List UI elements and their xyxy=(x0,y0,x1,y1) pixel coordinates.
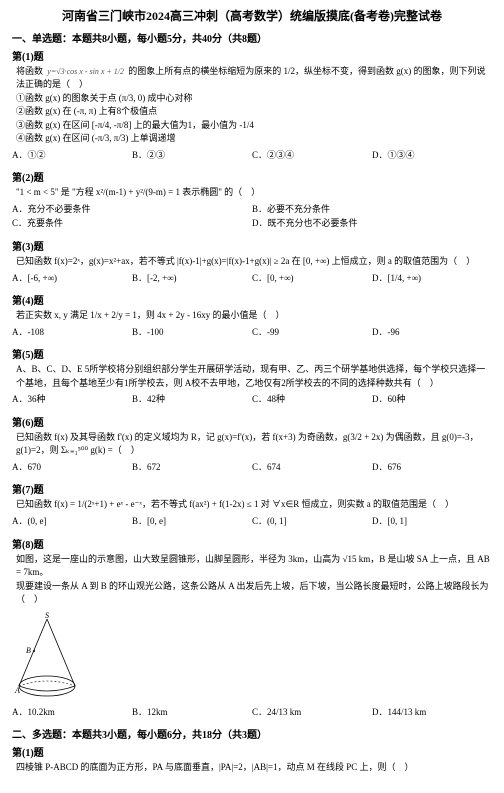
question-1: 第(1)题 将函数 y=√3·cos x - sin x + 1/2 的图象上所… xyxy=(12,51,492,163)
q4-label: 第(4)题 xyxy=(12,295,492,309)
q3-label: 第(3)题 xyxy=(12,241,492,255)
q8-stem-pre: 如图，这是一座山的示意图，山大致呈圆锥形，山脚呈圆形，半径为 3km，山高为 √… xyxy=(16,553,492,580)
q1-opt-c: C．②③④ xyxy=(252,148,372,163)
q6-label: 第(6)题 xyxy=(12,417,492,431)
q8-opt-d: D．144/13 km xyxy=(372,705,492,720)
q1-opt-a: A．①② xyxy=(12,148,132,163)
q5-opt-d: D．60种 xyxy=(372,392,492,407)
question-6: 第(6)题 已知函数 f(x) 及其导函数 f'(x) 的定义域均为 R，记 g… xyxy=(12,417,492,475)
svg-text:A: A xyxy=(14,686,20,695)
section2-header: 二、多选题：本题共3小题，每小题6分，共18分（共3题） xyxy=(12,729,492,743)
q7-stem: 已知函数 f(x) = 1/(2ˣ+1) + eˣ - e⁻ˣ，若不等式 f(a… xyxy=(12,498,492,512)
q8-opt-b: B．12km xyxy=(132,705,252,720)
q1-label: 第(1)题 xyxy=(12,51,492,65)
q2-stem: "1 < m < 5" 是 "方程 x²/(m-1) + y²/(9-m) = … xyxy=(12,186,492,200)
q7-opt-b: B．[0, e] xyxy=(132,514,252,529)
question-8: 第(8)题 如图，这是一座山的示意图，山大致呈圆锥形，山脚呈圆形，半径为 3km… xyxy=(12,539,492,720)
s2q1-stem: 四棱锥 P-ABCD 的底面为正方形，PA 与底面垂直，|PA|=2，|AB|=… xyxy=(12,761,492,775)
question-s2-1: 第(1)题 四棱锥 P-ABCD 的底面为正方形，PA 与底面垂直，|PA|=2… xyxy=(12,747,492,775)
q6-opt-c: C．674 xyxy=(252,460,372,475)
q3-opt-d: D．[1/4, +∞) xyxy=(372,271,492,286)
q2-opt-a: A．充分不必要条件 xyxy=(12,202,252,217)
q8-opt-c: C．24/13 km xyxy=(252,705,372,720)
q3-opt-a: A．[-6, +∞) xyxy=(12,271,132,286)
q1-choice3: ③函数 g(x) 在区间 [-π/4, -π/8] 上的最大值为1，最小值为 -… xyxy=(16,119,492,133)
q1-opt-b: B．②③ xyxy=(132,148,252,163)
q6-stem-pre: 已知函数 f(x) 及其导函数 f'(x) 的定义域均为 R，记 g(x)=f'… xyxy=(16,431,492,445)
q1-choice2: ②函数 g(x) 在 (-π, π) 上有8个极值点 xyxy=(16,105,492,119)
q6-opt-b: B．672 xyxy=(132,460,252,475)
svg-text:S: S xyxy=(45,611,49,620)
q2-label: 第(2)题 xyxy=(12,172,492,186)
q5-label: 第(5)题 xyxy=(12,349,492,363)
q1-formula: y=√3·cos x - sin x + 1/2 xyxy=(45,66,126,78)
q4-opt-d: D．-96 xyxy=(372,325,492,340)
q1-choice4: ④函数 g(x) 在区间 (-π/3, π/3) 上单调递增 xyxy=(16,132,492,146)
q3-opt-b: B．[-2, +∞) xyxy=(132,271,252,286)
q2-opt-b: B．必要不充分条件 xyxy=(252,202,492,217)
q4-opt-b: B．-100 xyxy=(132,325,252,340)
q5-stem: A、B、C、D、E 5所学校将分别组织部分学生开展研学活动，现有甲、乙、丙三个研… xyxy=(12,363,492,390)
exam-title: 河南省三门峡市2024高三冲刺（高考数学）统编版摸底(备考卷)完整试卷 xyxy=(12,8,492,25)
q4-opt-a: A．-108 xyxy=(12,325,132,340)
q8-opt-a: A．10.2km xyxy=(12,705,132,720)
svg-text:B: B xyxy=(26,646,31,655)
cone-figure: S B A xyxy=(12,611,492,701)
q1-choice1: ①函数 g(x) 的图象关于点 (π/3, 0) 成中心对称 xyxy=(16,92,492,106)
q7-opt-c: C．(0, 1] xyxy=(252,514,372,529)
q1-opt-d: D．①③④ xyxy=(372,148,492,163)
s2q1-label: 第(1)题 xyxy=(12,747,492,761)
q5-opt-b: B．42种 xyxy=(132,392,252,407)
q5-opt-c: C．48种 xyxy=(252,392,372,407)
q7-opt-d: D．[0, 1] xyxy=(372,514,492,529)
question-5: 第(5)题 A、B、C、D、E 5所学校将分别组织部分学生开展研学活动，现有甲、… xyxy=(12,349,492,407)
q6-stem-suf: g(1)=2，则 Σₖ₌₁⁵⁰⁰ g(k) =（ ） xyxy=(16,444,492,458)
q4-opt-c: C．-99 xyxy=(252,325,372,340)
q2-opt-d: D．既不充分也不必要条件 xyxy=(252,216,492,231)
q7-opt-a: A．(0, e] xyxy=(12,514,132,529)
q3-stem: 已知函数 f(x)=2ˣ，g(x)=x²+ax，若不等式 |f(x)-1|+g(… xyxy=(12,255,492,269)
q8-stem-suf: 现要建设一条从 A 到 B 的环山观光公路，这条公路从 A 出发后先上坡，后下坡… xyxy=(16,580,492,607)
section1-header: 一、单选题：本题共8小题，每小题5分，共40分（共8题） xyxy=(12,33,492,47)
question-3: 第(3)题 已知函数 f(x)=2ˣ，g(x)=x²+ax，若不等式 |f(x)… xyxy=(12,241,492,285)
q2-opt-c: C．充要条件 xyxy=(12,216,252,231)
q8-label: 第(8)题 xyxy=(12,539,492,553)
q6-opt-d: D．676 xyxy=(372,460,492,475)
q7-label: 第(7)题 xyxy=(12,484,492,498)
question-7: 第(7)题 已知函数 f(x) = 1/(2ˣ+1) + eˣ - e⁻ˣ，若不… xyxy=(12,484,492,528)
q1-stem-pre: 将函数 xyxy=(16,66,43,76)
question-4: 第(4)题 若正实数 x, y 满足 1/x + 2/y = 1，则 4x + … xyxy=(12,295,492,339)
q4-stem: 若正实数 x, y 满足 1/x + 2/y = 1，则 4x + 2y - 1… xyxy=(12,309,492,323)
question-2: 第(2)题 "1 < m < 5" 是 "方程 x²/(m-1) + y²/(9… xyxy=(12,172,492,231)
q3-opt-c: C．[0, +∞) xyxy=(252,271,372,286)
q5-opt-a: A．36种 xyxy=(12,392,132,407)
q6-opt-a: A．670 xyxy=(12,460,132,475)
